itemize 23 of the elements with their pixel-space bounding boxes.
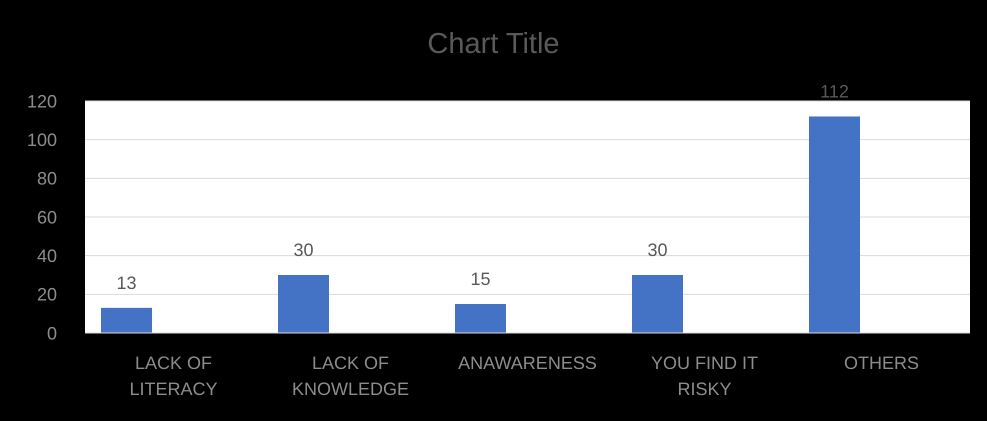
data-label: 13 [116,272,137,293]
x-tick-label: ANAWARENESS [458,353,597,373]
y-tick-label: 100 [26,130,57,150]
bar [455,304,506,333]
bar [278,275,329,333]
y-tick-label: 0 [46,323,57,344]
x-tick-label: YOU FIND IT RISKY [651,353,758,399]
y-tick-label: 120 [26,91,57,112]
data-label: 15 [470,269,491,289]
data-label: 112 [820,81,849,102]
bar [632,275,683,333]
x-tick-label: OTHERS [844,353,920,373]
y-tick-label: 80 [36,168,57,189]
y-tick-label: 40 [36,246,57,266]
y-tick-label: 20 [36,284,57,305]
data-label: 30 [647,240,668,260]
x-tick-label: LACK OF KNOWLEDGE [292,353,410,399]
y-tick-label: 60 [36,207,57,228]
bar [101,308,152,333]
chart-title: Chart Title [426,28,561,61]
data-label: 30 [293,240,314,260]
bar [809,116,860,333]
x-tick-label: LACK OF LITERACY [129,353,218,399]
